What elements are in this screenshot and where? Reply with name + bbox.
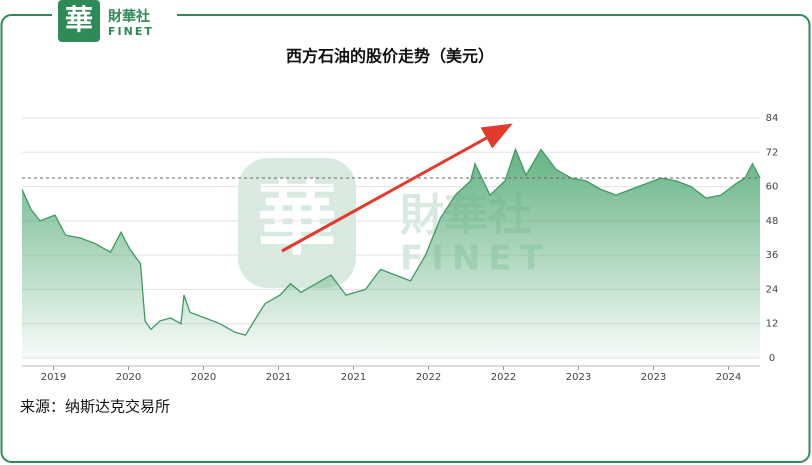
logo-name-en: FINET [108,25,154,38]
y-tick-label: 48 [766,216,779,227]
trend-arrow [281,123,513,253]
area-line [21,147,761,336]
x-tick-label: 2023 [641,372,666,383]
y-tick-label: 36 [766,250,779,261]
logo-mark: 華 [65,3,93,36]
y-tick-label: 72 [766,147,779,158]
x-tick-label: 2021 [266,372,291,383]
chart-title: 西方石油的股价走势（美元） [286,47,494,66]
logo-box [58,0,100,42]
x-tick-label: 2023 [566,372,591,383]
x-tick-label: 2022 [491,372,516,383]
x-tick-label: 2020 [191,372,216,383]
y-tick-label: 60 [766,182,779,193]
x-tick-label: 2022 [416,372,441,383]
y-tick-label: 12 [766,319,779,330]
area-fill [22,149,760,358]
x-tick-label: 2019 [41,372,66,383]
x-tick-label: 2021 [341,372,366,383]
watermark-mark: 華 [257,173,337,266]
logo-name: 財華社 [107,8,150,25]
y-tick-label: 24 [766,284,779,295]
x-tick-label: 2020 [116,372,141,383]
y-tick-label: 0 [769,353,775,364]
y-tick-label: 84 [766,113,779,124]
frame [0,14,811,463]
source: 来源：纳斯达克交易所 [20,398,170,416]
x-tick-label: 2024 [716,372,741,383]
